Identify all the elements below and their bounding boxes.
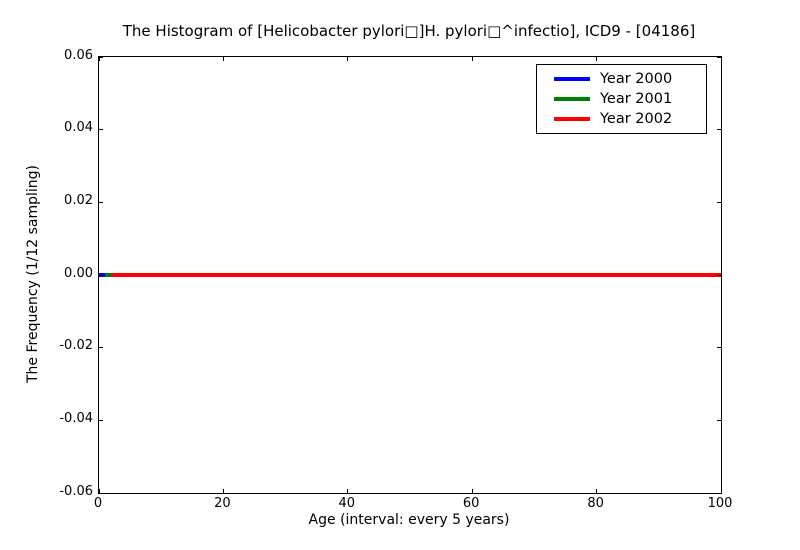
y-tick-mark-right xyxy=(717,201,721,203)
x-tick-label: 40 xyxy=(338,496,356,511)
x-tick-mark-top xyxy=(596,57,598,61)
x-tick-mark-bottom xyxy=(222,489,224,493)
y-tick-mark-left xyxy=(99,129,103,131)
y-tick-mark-left xyxy=(99,347,103,349)
x-tick-mark-bottom xyxy=(471,489,473,493)
x-axis-label: Age (interval: every 5 years) xyxy=(308,512,510,528)
plot-area: Year 2000 Year 2001 Year 2002 xyxy=(98,56,722,494)
legend-line-swatch xyxy=(554,97,590,101)
x-tick-mark-top xyxy=(471,57,473,61)
y-tick-label: 0.00 xyxy=(64,265,93,281)
y-tick-mark-right xyxy=(717,274,721,276)
y-tick-mark-right xyxy=(717,129,721,131)
legend-label: Year 2002 xyxy=(600,111,673,127)
x-tick-label: 80 xyxy=(587,496,604,511)
y-tick-label: 0.06 xyxy=(64,47,93,63)
x-tick-label: 60 xyxy=(462,496,480,511)
legend-entry: Year 2002 xyxy=(554,109,700,129)
x-tick-label: 0 xyxy=(93,496,103,511)
x-tick-label: 20 xyxy=(214,496,231,511)
legend-line-swatch xyxy=(554,77,590,81)
legend: Year 2000 Year 2001 Year 2002 xyxy=(536,64,707,134)
y-tick-label: -0.06 xyxy=(59,483,93,499)
y-tick-mark-right xyxy=(717,347,721,349)
x-tick-mark-top xyxy=(347,57,349,61)
y-tick-mark-left xyxy=(99,56,103,58)
y-tick-label: 0.02 xyxy=(64,192,93,208)
y-tick-mark-left xyxy=(99,201,103,203)
legend-entry: Year 2001 xyxy=(554,89,700,109)
x-tick-mark-top xyxy=(720,57,722,61)
y-tick-mark-left xyxy=(99,492,103,494)
y-tick-mark-right xyxy=(717,492,721,494)
chart-title: The Histogram of [Helicobacter pylori□]H… xyxy=(122,22,696,40)
y-tick-label: -0.02 xyxy=(59,338,93,354)
x-tick-mark-bottom xyxy=(347,489,349,493)
x-tick-mark-top xyxy=(222,57,224,61)
x-tick-mark-bottom xyxy=(596,489,598,493)
y-tick-mark-right xyxy=(717,56,721,58)
y-tick-mark-right xyxy=(717,419,721,421)
series-line-year-2001 xyxy=(105,273,112,277)
legend-label: Year 2000 xyxy=(600,71,673,87)
legend-label: Year 2001 xyxy=(600,91,673,107)
y-tick-mark-left xyxy=(99,274,103,276)
legend-line-swatch xyxy=(554,117,590,121)
x-tick-mark-bottom xyxy=(98,489,100,493)
series-line-year-2002 xyxy=(111,273,721,277)
x-tick-mark-top xyxy=(98,57,100,61)
legend-entry: Year 2000 xyxy=(554,69,700,89)
x-tick-label: 100 xyxy=(707,496,733,511)
y-tick-mark-left xyxy=(99,419,103,421)
x-tick-mark-bottom xyxy=(720,489,722,493)
y-tick-label: 0.04 xyxy=(64,120,93,136)
y-tick-label: -0.04 xyxy=(59,410,93,426)
